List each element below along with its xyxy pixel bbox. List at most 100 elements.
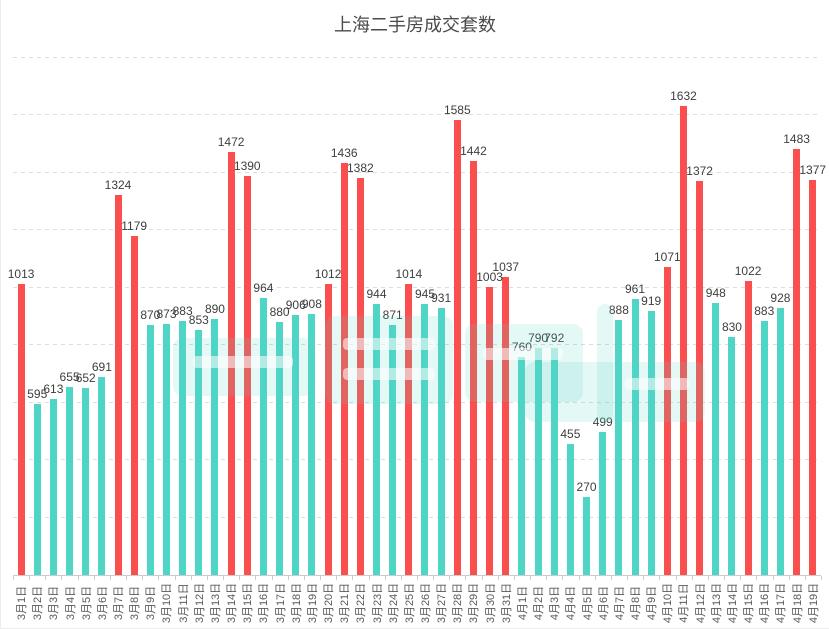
axis-tick: [417, 576, 418, 580]
x-axis-slot: 3月22日: [352, 578, 368, 628]
bar[interactable]: [421, 303, 429, 575]
bar[interactable]: [760, 321, 768, 575]
bar-slot: 1472: [218, 58, 244, 575]
value-label: 1585: [443, 102, 471, 117]
x-axis-slot: 3月27日: [433, 578, 449, 628]
bar[interactable]: [534, 348, 542, 575]
bar[interactable]: [179, 321, 187, 575]
x-axis-slot: 3月7日: [110, 578, 126, 628]
bar[interactable]: [793, 149, 801, 575]
bar[interactable]: [712, 302, 720, 575]
bar[interactable]: [276, 322, 284, 575]
bar[interactable]: [663, 267, 671, 575]
bar[interactable]: [615, 319, 623, 575]
value-label: 883: [754, 304, 775, 319]
bar[interactable]: [114, 194, 122, 575]
bar[interactable]: [259, 298, 267, 575]
bar[interactable]: [469, 160, 477, 575]
bar[interactable]: [146, 325, 154, 575]
x-axis-label: 3月16日: [258, 582, 271, 624]
x-axis-slot: 4月5日: [578, 578, 594, 628]
bar[interactable]: [98, 376, 106, 575]
value-label: 961: [625, 281, 646, 296]
bar[interactable]: [243, 175, 251, 575]
x-axis-slot: 3月8日: [126, 578, 142, 628]
axis-tick: [465, 576, 467, 580]
x-axis-slot: 4月4日: [562, 578, 578, 628]
bar[interactable]: [340, 162, 348, 575]
x-axis-slot: 3月19日: [304, 578, 320, 628]
bar[interactable]: [744, 281, 752, 575]
value-label: 1022: [734, 264, 762, 279]
bar[interactable]: [17, 284, 25, 575]
bar[interactable]: [49, 398, 57, 575]
bar[interactable]: [550, 347, 558, 575]
axis-tick: [497, 576, 499, 580]
bar[interactable]: [130, 236, 138, 575]
axis-tick: [303, 576, 305, 580]
bar[interactable]: [389, 324, 397, 575]
bar[interactable]: [809, 179, 817, 575]
bar[interactable]: [679, 106, 687, 575]
bar[interactable]: [324, 284, 332, 575]
bar-slot: 871: [382, 58, 403, 575]
value-label: 871: [382, 307, 403, 322]
x-axis-label: 4月17日: [775, 582, 788, 624]
bar[interactable]: [728, 336, 736, 575]
bar[interactable]: [599, 431, 607, 575]
x-axis-label: 3月5日: [80, 585, 93, 621]
x-axis-slot: 4月3日: [546, 578, 562, 628]
x-axis-slot: 3月26日: [417, 578, 433, 628]
bar-slot: 945: [415, 58, 435, 575]
value-label: 1632: [670, 89, 697, 104]
bar[interactable]: [405, 283, 413, 575]
x-axis-label: 3月29日: [468, 582, 481, 624]
bar-slot: 792: [544, 58, 564, 575]
bar[interactable]: [647, 311, 655, 575]
x-axis-slot: 3月12日: [191, 578, 207, 628]
bar[interactable]: [583, 497, 591, 575]
axis-tick: [724, 576, 726, 580]
bar[interactable]: [66, 386, 74, 575]
x-axis-label: 4月1日: [516, 585, 529, 621]
bar-slot: 883: [754, 58, 775, 575]
x-axis-label: 3月3日: [48, 585, 61, 621]
axis-tick: [109, 576, 111, 580]
bar[interactable]: [292, 314, 300, 575]
x-axis-label: 3月10日: [161, 582, 174, 624]
axis-tick: [804, 576, 806, 580]
x-axis-slot: 4月2日: [530, 578, 546, 628]
value-label: 919: [641, 294, 662, 309]
bar[interactable]: [437, 307, 445, 575]
value-label: 1037: [492, 260, 520, 275]
bar[interactable]: [308, 314, 316, 575]
x-axis-slot: 4月16日: [756, 578, 772, 628]
bar[interactable]: [373, 303, 381, 575]
bar[interactable]: [776, 308, 784, 575]
bar-slot: 1372: [686, 58, 713, 575]
gridline: [13, 171, 821, 173]
bar[interactable]: [486, 286, 494, 575]
bar[interactable]: [356, 178, 364, 575]
axis-tick: [223, 576, 225, 580]
bar[interactable]: [211, 319, 219, 575]
bar[interactable]: [631, 298, 639, 575]
bar[interactable]: [696, 180, 704, 575]
x-axis-labels: 3月1日 3月2日 3月3日 3月4日 3月5日 3月6日 3月7日 3月8日 3月9日 3月10…: [13, 578, 821, 628]
bar[interactable]: [195, 330, 203, 575]
value-label: 880: [269, 305, 290, 320]
bar[interactable]: [227, 152, 235, 575]
bar-slot: 1483: [783, 58, 810, 575]
x-axis-label: 4月12日: [694, 582, 707, 624]
bar[interactable]: [453, 119, 461, 575]
bar[interactable]: [502, 277, 510, 575]
bar[interactable]: [566, 444, 574, 575]
x-axis-slot: 4月19日: [805, 578, 821, 628]
x-axis-label: 3月20日: [323, 582, 336, 624]
bar[interactable]: [33, 404, 41, 575]
bar-slot: 1585: [444, 58, 471, 575]
bar[interactable]: [82, 387, 90, 575]
axis-tick: [530, 576, 532, 580]
bar[interactable]: [518, 356, 526, 575]
bar[interactable]: [162, 324, 170, 575]
